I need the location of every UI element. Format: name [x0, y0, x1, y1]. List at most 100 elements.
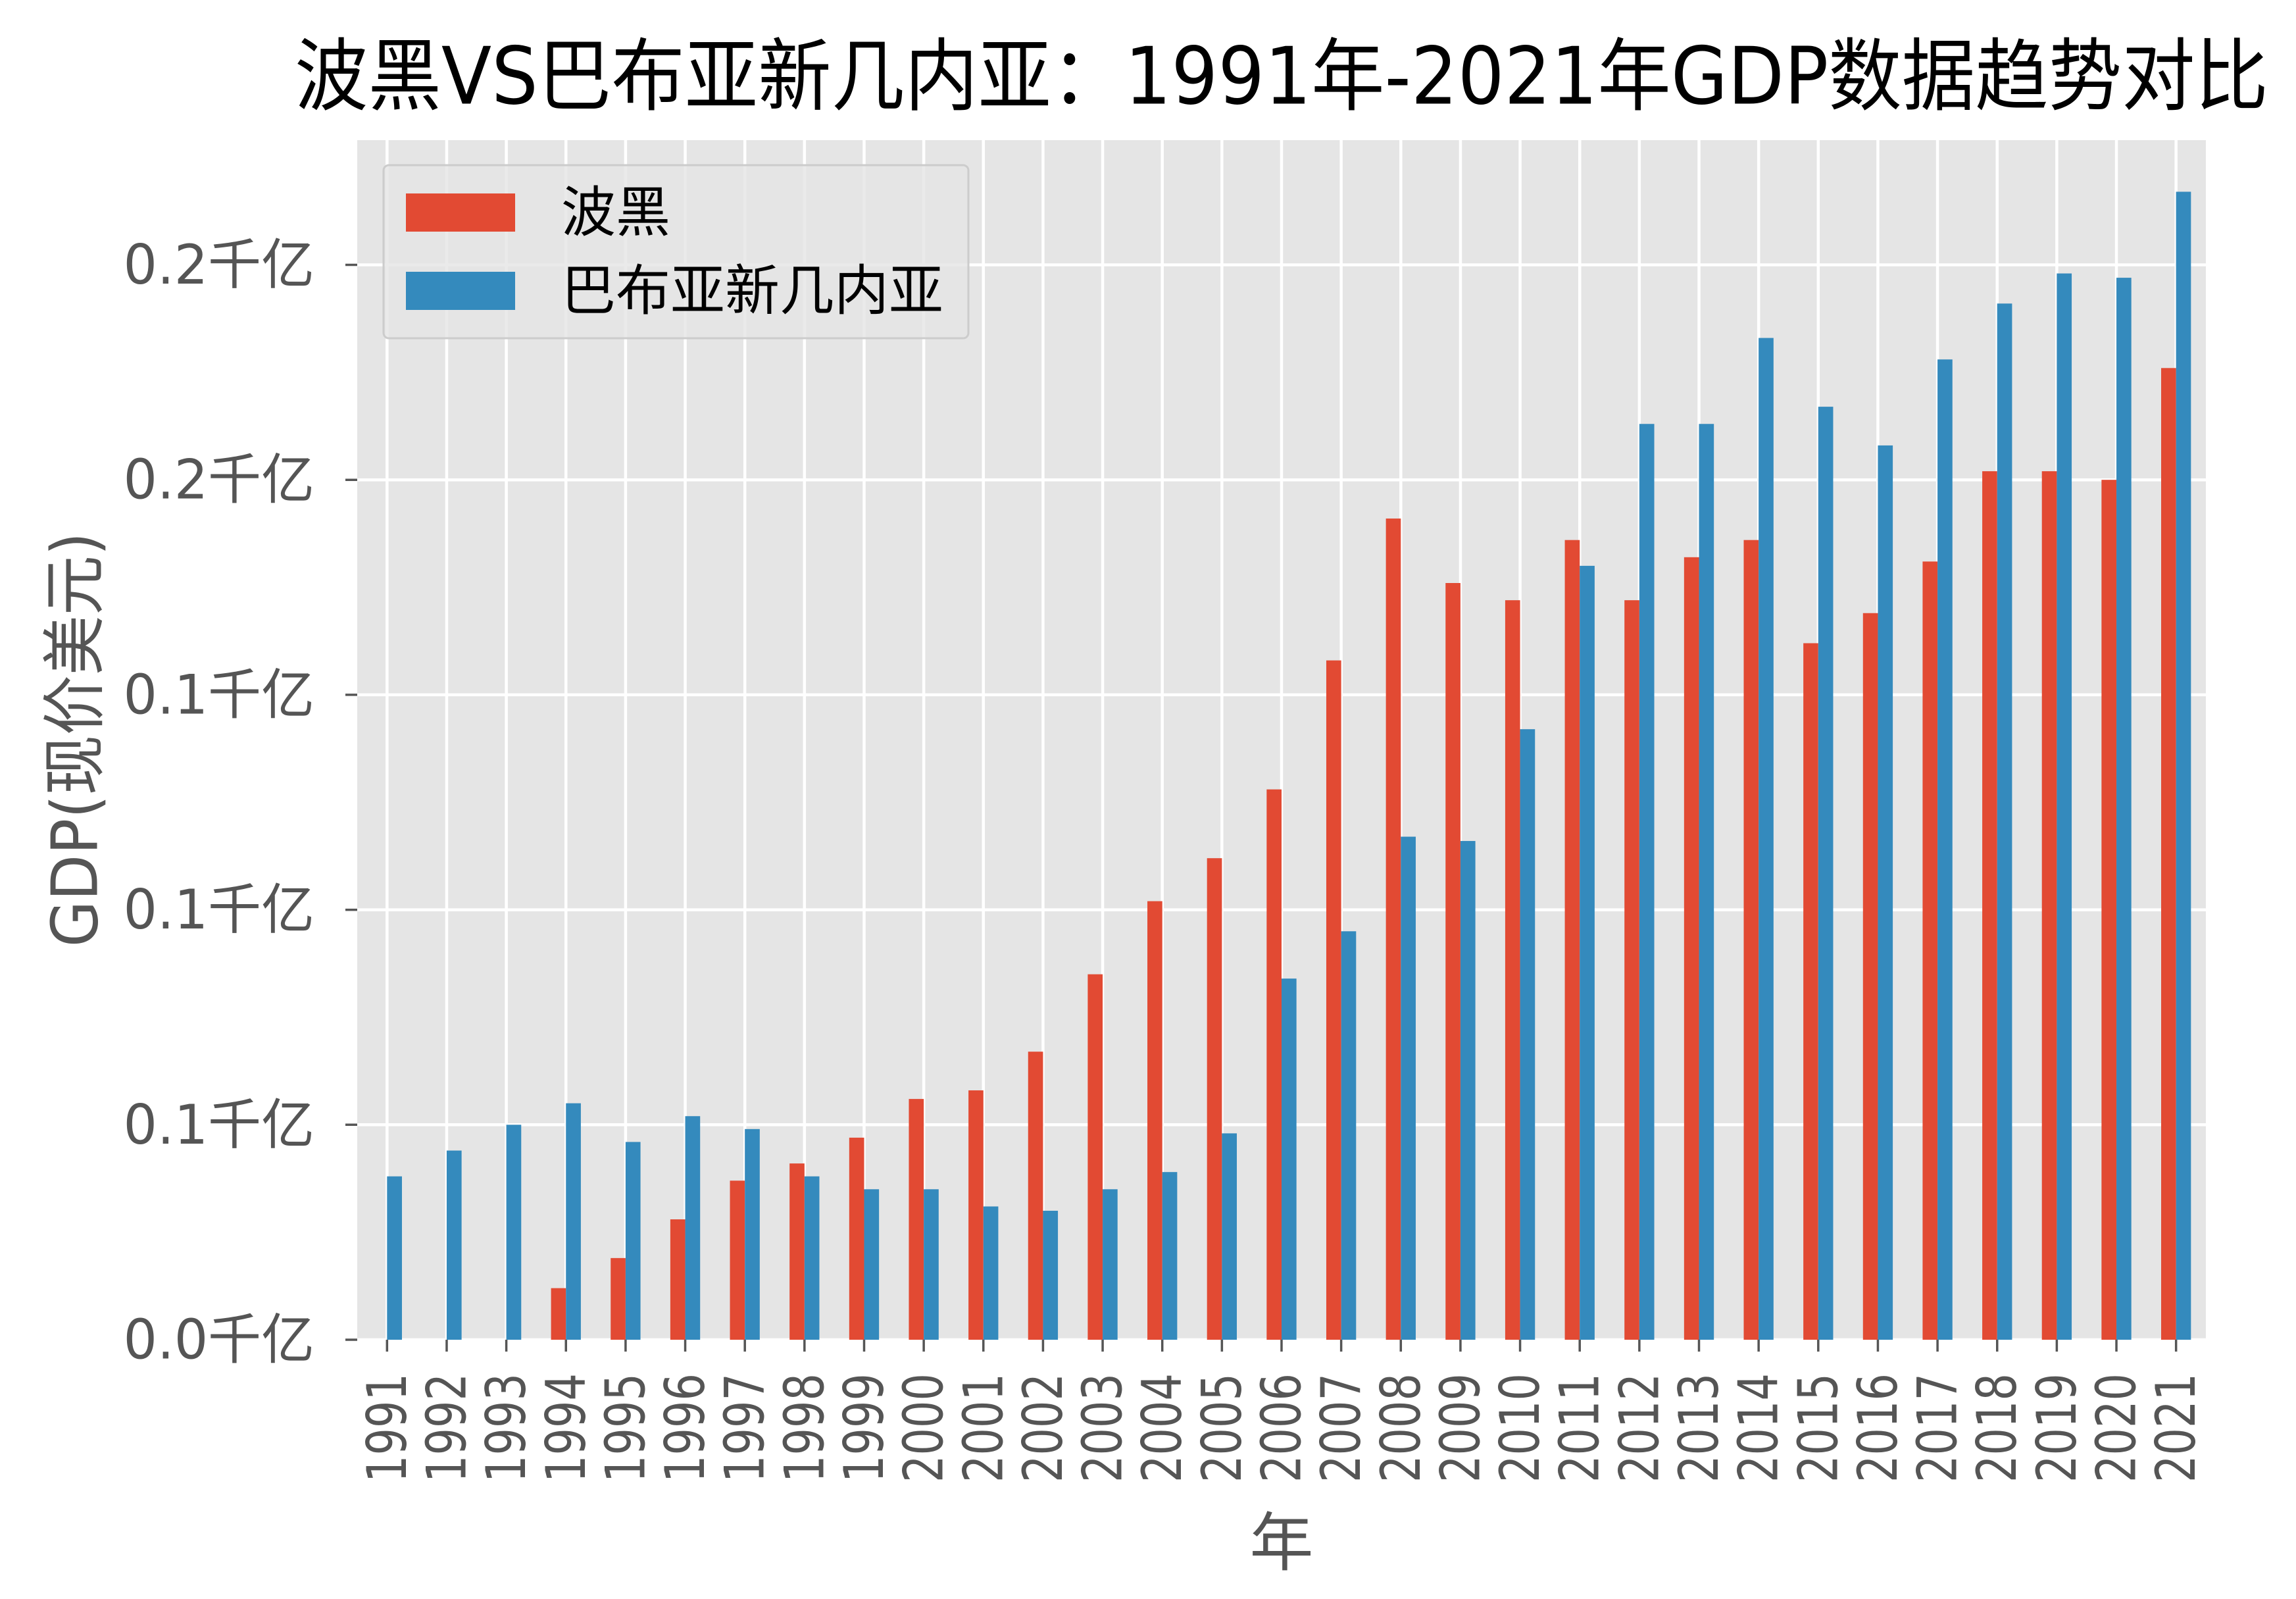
x-tick-label: 1999	[832, 1373, 896, 1483]
bar-series-1-2008	[1385, 518, 1401, 1340]
bar-series-2-1999	[864, 1189, 880, 1340]
bar-series-1-2009	[1445, 583, 1460, 1340]
legend-swatch-series-1	[406, 193, 515, 232]
bar-series-1-2016	[1862, 613, 1878, 1340]
bar-series-2-2019	[2057, 273, 2072, 1340]
bar-series-1-2005	[1207, 858, 1222, 1340]
x-tick-label: 1992	[414, 1373, 478, 1483]
y-tick-label: 0.1千亿	[124, 1093, 315, 1157]
bar-series-2-2000	[924, 1189, 939, 1340]
bar-series-2-2004	[1162, 1172, 1178, 1340]
y-axis-label: GDP(现价美元)	[38, 532, 112, 948]
bar-series-2-2009	[1460, 841, 1476, 1340]
x-tick-label: 2018	[1965, 1373, 2029, 1483]
bar-series-2-1998	[804, 1176, 820, 1340]
bar-series-2-1996	[685, 1116, 701, 1340]
x-tick-label: 2014	[1727, 1373, 1791, 1483]
bar-series-2-1995	[625, 1142, 641, 1340]
x-tick-label: 2019	[2025, 1373, 2089, 1483]
bar-series-1-2017	[1922, 561, 1938, 1340]
x-tick-label: 1993	[474, 1373, 538, 1483]
y-tick-label: 0.0千亿	[124, 1308, 315, 1372]
x-tick-label: 2000	[892, 1373, 956, 1483]
bar-series-2-2010	[1520, 729, 1535, 1340]
y-tick-label: 0.1千亿	[124, 878, 315, 942]
x-tick-label: 2001	[951, 1373, 1015, 1483]
legend-box	[382, 164, 970, 340]
legend-label-series-2: 巴布亚新几内亚	[561, 259, 943, 323]
x-tick-label: 2007	[1309, 1373, 1373, 1483]
bar-series-2-1994	[566, 1103, 581, 1340]
bar-series-2-2012	[1639, 424, 1655, 1340]
bar-series-2-2006	[1282, 978, 1297, 1340]
bar-series-2-2002	[1043, 1210, 1059, 1340]
bar-series-1-2003	[1087, 974, 1103, 1340]
bar-series-2-2017	[1937, 359, 1953, 1340]
x-tick-label: 2021	[2144, 1373, 2208, 1483]
x-tick-label: 1994	[534, 1373, 598, 1483]
x-tick-label: 2020	[2085, 1373, 2149, 1483]
bar-series-1-2018	[1982, 471, 1997, 1340]
bar-series-1-2015	[1803, 643, 1818, 1340]
bar-series-2-2018	[1997, 303, 2012, 1340]
bar-series-1-1994	[551, 1288, 566, 1340]
y-tick-label: 0.1千亿	[124, 663, 315, 726]
bar-series-2-2020	[2116, 278, 2132, 1340]
bar-series-1-2006	[1266, 789, 1282, 1340]
x-axis: 1991199219931994199519961997199819992000…	[355, 1340, 2208, 1483]
x-tick-label: 2016	[1846, 1373, 1910, 1483]
bar-series-1-1999	[849, 1137, 864, 1340]
x-tick-label: 2013	[1667, 1373, 1731, 1483]
x-tick-label: 2011	[1548, 1373, 1612, 1483]
x-tick-label: 1998	[772, 1373, 836, 1483]
bar-series-1-2001	[968, 1090, 984, 1340]
x-tick-label: 2004	[1130, 1373, 1194, 1483]
bar-series-2-2021	[2176, 191, 2191, 1340]
y-tick-label: 0.2千亿	[124, 233, 315, 297]
y-tick-label: 0.2千亿	[124, 448, 315, 512]
bar-series-1-2019	[2041, 471, 2057, 1340]
bar-series-1-1998	[789, 1163, 805, 1340]
chart-title: 波黑VS巴布亚新几内亚：1991年-2021年GDP数据趋势对比	[295, 32, 2268, 123]
bar-series-1-2012	[1624, 600, 1639, 1340]
legend-swatch-series-2	[406, 272, 515, 310]
bar-series-1-1996	[670, 1219, 686, 1340]
x-tick-label: 2008	[1369, 1373, 1433, 1483]
x-tick-label: 2005	[1190, 1373, 1254, 1483]
bar-series-1-2004	[1147, 901, 1162, 1340]
bar-series-1-2021	[2161, 368, 2176, 1340]
bar-group	[387, 191, 2191, 1340]
bar-series-2-2001	[983, 1206, 999, 1340]
bar-series-1-2014	[1743, 540, 1759, 1340]
x-tick-label: 2010	[1488, 1373, 1552, 1483]
bar-series-2-2016	[1878, 445, 1893, 1340]
bar-series-1-2007	[1326, 660, 1341, 1340]
bar-series-2-2003	[1103, 1189, 1118, 1340]
x-tick-label: 2002	[1011, 1373, 1075, 1483]
bar-series-2-2015	[1818, 407, 1834, 1340]
x-tick-label: 2003	[1071, 1373, 1135, 1483]
bar-series-1-2011	[1564, 540, 1580, 1340]
bar-series-2-2014	[1759, 338, 1774, 1340]
bar-series-2-1993	[506, 1125, 522, 1340]
bar-series-2-1991	[387, 1176, 402, 1340]
x-tick-label: 1995	[593, 1373, 657, 1483]
x-tick-label: 1996	[653, 1373, 717, 1483]
bar-series-2-2011	[1580, 565, 1595, 1340]
bar-series-1-2013	[1684, 557, 1699, 1340]
bar-series-1-2000	[909, 1099, 924, 1340]
bar-series-2-2013	[1699, 424, 1714, 1340]
x-tick-label: 2012	[1607, 1373, 1671, 1483]
x-tick-label: 2006	[1250, 1373, 1314, 1483]
bar-series-1-2020	[2101, 480, 2117, 1340]
legend-label-series-1: 波黑	[561, 181, 670, 245]
x-tick-label: 1997	[713, 1373, 777, 1483]
bar-series-2-2008	[1401, 836, 1416, 1340]
bar-series-1-2002	[1028, 1052, 1043, 1340]
bar-series-2-1997	[745, 1129, 760, 1340]
x-axis-label: 年	[1250, 1506, 1314, 1581]
bar-series-2-1992	[446, 1150, 462, 1340]
y-axis: 0.0千亿 0.1千亿 0.1千亿 0.1千亿 0.2千亿 0.2千亿	[124, 233, 357, 1372]
x-tick-label: 1991	[355, 1373, 419, 1483]
